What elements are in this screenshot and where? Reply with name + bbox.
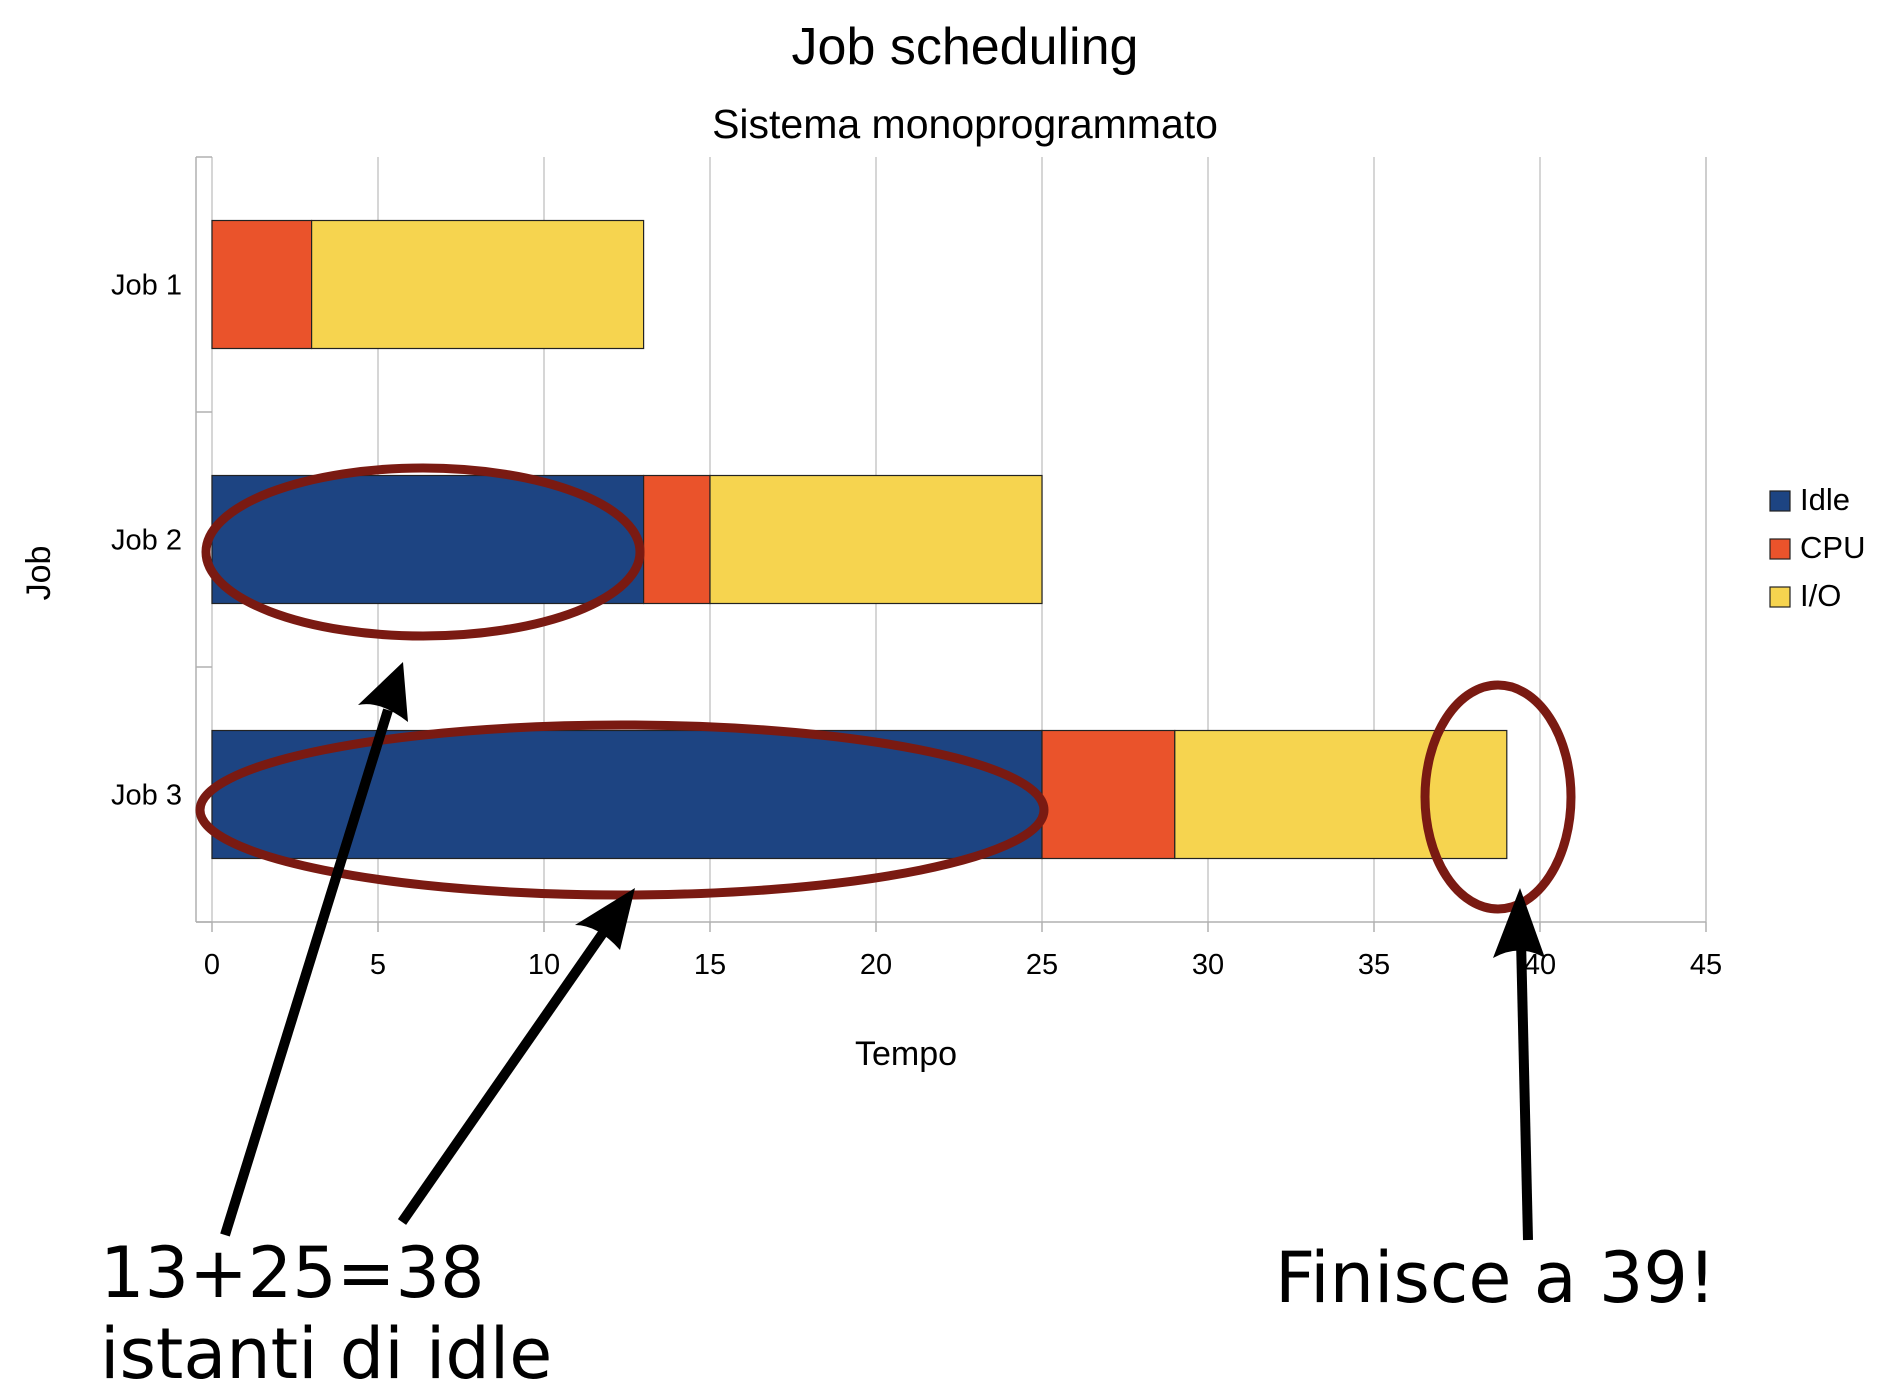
bar-job-3-io	[1174, 729, 1508, 860]
x-tick-label-30: 30	[1192, 949, 1224, 981]
arrow-head-job3	[575, 888, 635, 950]
x-tick-label-5: 5	[370, 949, 386, 981]
arrow-head-job2	[358, 662, 408, 722]
legend: Idle CPU I/O	[1769, 482, 1865, 613]
chart-title: Job scheduling	[792, 18, 1139, 76]
bar-job-3-cpu	[1041, 729, 1176, 860]
bar-job-2-io	[709, 474, 1043, 605]
bar-job-2-cpu	[642, 474, 711, 605]
x-tick-label-20: 20	[860, 949, 892, 981]
x-tick-label-25: 25	[1026, 949, 1058, 981]
bar-job-1-io	[311, 219, 645, 350]
x-tick-label-0: 0	[204, 949, 220, 981]
chart-subtitle: Sistema monoprogrammato	[712, 101, 1218, 147]
highlight-ellipse-job3-idle	[195, 720, 1049, 900]
y-tick-label-1: Job 1	[111, 270, 182, 302]
x-tick-label-45: 45	[1690, 949, 1722, 981]
highlight-ellipse-finish	[1420, 680, 1576, 914]
arrow-shaft-finish	[1516, 939, 1533, 1241]
legend-swatch-cpu	[1769, 538, 1791, 560]
legend-label-idle: Idle	[1800, 482, 1850, 517]
legend-label-cpu: CPU	[1800, 530, 1865, 565]
y-tick-label-3: Job 3	[111, 780, 182, 812]
arrow-shaft-job3	[397, 927, 610, 1225]
annotations: 13+25=38 istanti di idle Finisce a 39!	[100, 463, 1716, 1391]
bar-job-1-cpu	[211, 219, 313, 350]
legend-swatch-io	[1769, 586, 1791, 608]
idle-note-line1: 13+25=38	[100, 1232, 485, 1314]
x-tick-label-15: 15	[694, 949, 726, 981]
arrow-shaft-job2	[220, 708, 393, 1237]
x-tick-label-10: 10	[528, 949, 560, 981]
bar-job-2-idle	[211, 474, 645, 605]
bars	[211, 219, 1508, 860]
finish-note: Finisce a 39!	[1275, 1237, 1716, 1319]
arrow-head-finish	[1493, 888, 1545, 958]
y-tick-label-2: Job 2	[111, 525, 182, 557]
legend-swatch-idle	[1769, 490, 1791, 512]
x-tick-label-35: 35	[1358, 949, 1390, 981]
y-axis-label: Job	[20, 546, 58, 601]
legend-label-io: I/O	[1800, 578, 1841, 613]
idle-note-line2: istanti di idle	[100, 1313, 552, 1386]
x-axis-label: Tempo	[855, 1035, 957, 1073]
highlight-ellipse-job2-idle	[201, 463, 645, 641]
